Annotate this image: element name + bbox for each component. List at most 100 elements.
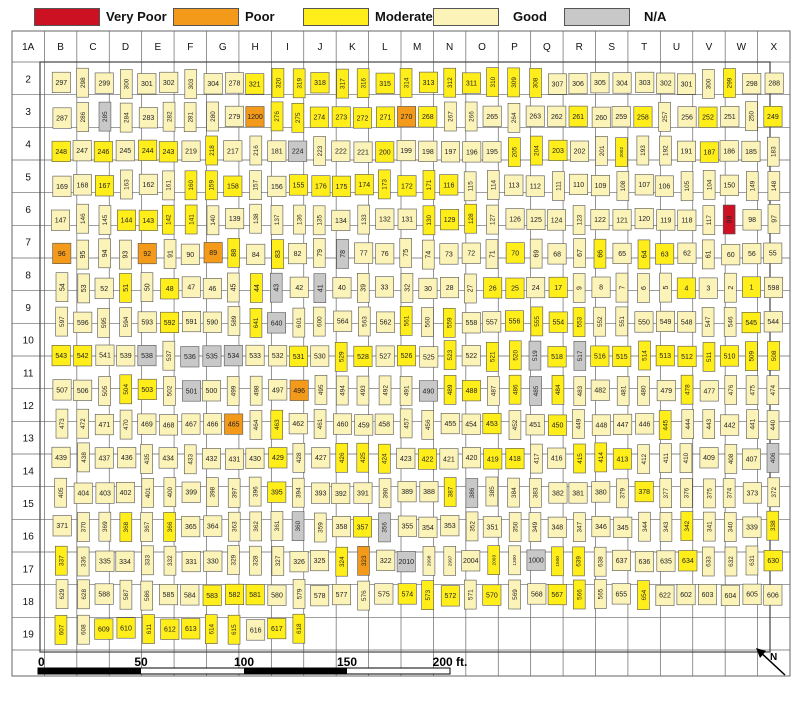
plot-shape [202,584,222,606]
plot-334: 334 [115,550,135,572]
plot-label: 347 [577,521,584,532]
plot-350: 350 [508,512,522,542]
plot-label: 596 [77,320,89,327]
plot-label: 381 [572,490,584,497]
plot-shape [331,209,351,231]
plot-shape [702,205,716,235]
row-label: 7 [25,238,31,249]
north-arrow-icon: N [756,648,786,676]
plot-shape [119,273,132,303]
plot-shape [702,69,715,99]
plot-label: 244 [142,148,154,155]
plot-shape [311,175,331,197]
plot-shape [443,375,457,405]
plot-label: 104 [706,179,713,190]
plot-132: 132 [375,208,395,230]
plot-shape [505,208,525,230]
plot-label: 585 [163,592,175,599]
plot-shape [331,482,351,505]
plot-588: 588 [94,583,114,605]
plot-shape [616,376,630,406]
plot-shape [746,409,759,440]
plot-label: 512 [681,354,693,361]
plot-shape [680,511,694,541]
plot-303: 303 [635,71,655,93]
plot-shape [54,615,68,645]
plot-446: 446 [635,413,655,435]
plot-263: 263 [525,105,545,127]
plot-243: 243 [158,141,178,163]
plot-595: 595 [97,307,110,338]
plot-559: 559 [442,307,456,338]
plot-shape [616,478,629,509]
plot-label: 163 [124,179,131,190]
plot-shape [418,516,438,538]
plot-label: 516 [594,354,606,361]
plot-shape [573,512,586,543]
plot-label: 169 [56,184,68,191]
plot-label: 421 [443,456,455,463]
plot-581: 581 [245,584,265,606]
plot-shape [637,273,650,303]
plot-shape [724,444,738,474]
plot-shape [486,67,499,97]
plot-196: 196 [462,141,482,163]
plot-shape [721,244,741,266]
plot-451: 451 [525,414,545,436]
plot-shape [551,374,565,405]
plot-shape [505,447,525,470]
plot-label: 110 [573,182,584,189]
plot-26: 26 [483,277,503,299]
plot-327: 327 [271,546,285,576]
grid-labels: 1A B C D E F G H I J K L M N O P Q R S T U V W X234567891011121… [22,42,777,641]
plot-shape [698,106,718,128]
plot-shape [246,619,266,641]
plot-shape [677,106,697,128]
plot-551: 551 [615,306,628,337]
plot-522: 522 [461,345,481,367]
plot-shape [97,307,110,338]
plot-shape [378,512,391,543]
plot-label: 571 [468,589,475,600]
plot-label: 40 [338,285,346,292]
plot-label: 439 [55,455,67,462]
plot-2004: 2004 [461,550,481,572]
plot-1000: 1000 [526,549,546,571]
plot-523: 523 [443,340,457,370]
plot-label: 547 [705,316,712,327]
plot-168: 168 [73,174,92,196]
plot-279: 279 [224,105,244,127]
plot-label: 33 [381,284,389,291]
plot-label: 564 [337,319,349,326]
plot-342: 342 [680,511,694,541]
plot-shape [594,579,607,609]
plot-475: 475 [745,375,759,406]
plot-355: 355 [397,515,417,537]
plot-label: 574 [401,591,413,598]
plot-label: 129 [444,217,456,224]
plot-shape [530,443,543,474]
plot-shape [397,106,416,128]
plot-label: 145 [102,214,109,225]
plot-label: 498 [253,385,260,396]
plot-shape [288,243,307,265]
plot-label: 301 [681,82,693,89]
row-label: 17 [23,564,35,575]
plot-shape [612,448,632,470]
plot-label: 499 [230,385,237,396]
plot-shape [181,550,201,573]
plot-label: 370 [81,521,88,532]
plot-shape [591,414,611,436]
plot-label: 135 [316,215,323,226]
row-label: 11 [23,368,34,379]
plot-label: 380 [595,489,607,496]
plot-shape [526,208,546,230]
plot-label: 532 [272,353,284,360]
plot-label: 9 [577,286,584,290]
plot-276: 276 [270,101,284,132]
plot-label: 373 [746,490,758,497]
plot-shape [678,550,698,572]
plot-label: 387 [447,486,454,497]
plot-137: 137 [270,205,284,235]
